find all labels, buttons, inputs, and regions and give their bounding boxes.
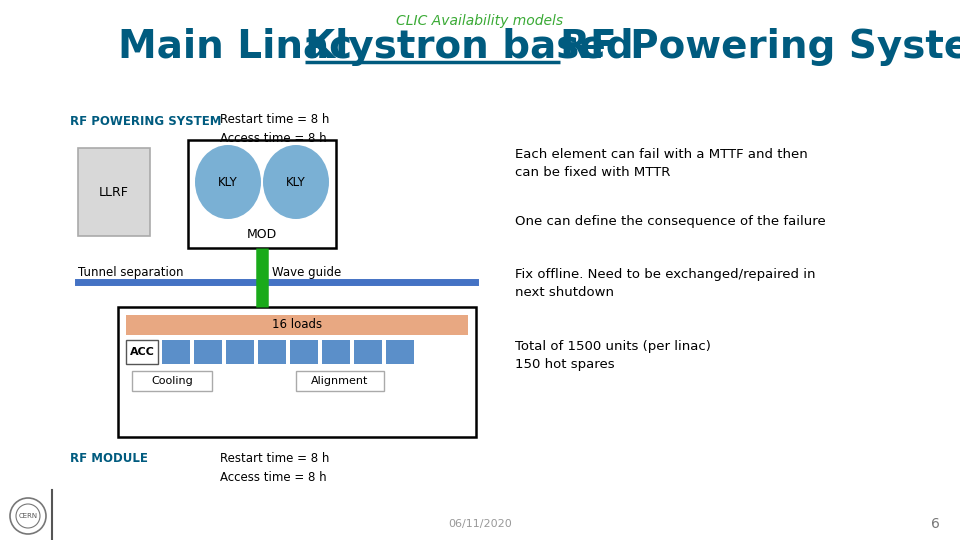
Text: MOD: MOD [247, 227, 277, 240]
Text: Restart time = 8 h
Access time = 8 h: Restart time = 8 h Access time = 8 h [220, 113, 329, 145]
Text: Cooling: Cooling [151, 376, 193, 386]
FancyBboxPatch shape [386, 340, 414, 364]
Text: Alignment: Alignment [311, 376, 369, 386]
Text: RF Powering System: RF Powering System [560, 28, 960, 66]
Text: KLY: KLY [218, 176, 238, 188]
Text: RF POWERING SYSTEM: RF POWERING SYSTEM [70, 115, 222, 128]
FancyBboxPatch shape [354, 340, 382, 364]
Text: Klystron based: Klystron based [305, 28, 647, 66]
FancyBboxPatch shape [126, 315, 468, 335]
FancyBboxPatch shape [132, 371, 212, 391]
Text: Restart time = 8 h
Access time = 8 h: Restart time = 8 h Access time = 8 h [220, 452, 329, 484]
Text: 6: 6 [930, 517, 940, 531]
Text: 16 loads: 16 loads [272, 319, 322, 332]
Text: 06/11/2020: 06/11/2020 [448, 519, 512, 529]
Ellipse shape [263, 145, 329, 219]
Text: Main Linac: Main Linac [118, 28, 366, 66]
FancyBboxPatch shape [78, 148, 150, 236]
FancyBboxPatch shape [126, 340, 158, 364]
FancyBboxPatch shape [296, 371, 384, 391]
FancyBboxPatch shape [118, 307, 476, 437]
Text: Fix offline. Need to be exchanged/repaired in
next shutdown: Fix offline. Need to be exchanged/repair… [515, 268, 815, 299]
FancyBboxPatch shape [162, 340, 190, 364]
FancyBboxPatch shape [194, 340, 222, 364]
Text: LLRF: LLRF [99, 186, 129, 199]
Text: CLIC Availability models: CLIC Availability models [396, 14, 564, 28]
Text: RF MODULE: RF MODULE [70, 452, 148, 465]
Text: CERN: CERN [18, 513, 37, 519]
FancyBboxPatch shape [226, 340, 254, 364]
FancyBboxPatch shape [258, 340, 286, 364]
FancyBboxPatch shape [188, 140, 336, 248]
Text: Each element can fail with a MTTF and then
can be fixed with MTTR: Each element can fail with a MTTF and th… [515, 148, 807, 179]
Ellipse shape [195, 145, 261, 219]
Text: Wave guide: Wave guide [272, 266, 341, 279]
FancyBboxPatch shape [322, 340, 350, 364]
FancyBboxPatch shape [290, 340, 318, 364]
Text: ACC: ACC [130, 347, 155, 357]
Text: One can define the consequence of the failure: One can define the consequence of the fa… [515, 215, 826, 228]
Text: Total of 1500 units (per linac)
150 hot spares: Total of 1500 units (per linac) 150 hot … [515, 340, 710, 371]
Text: KLY: KLY [286, 176, 306, 188]
Text: Tunnel separation: Tunnel separation [78, 266, 183, 279]
